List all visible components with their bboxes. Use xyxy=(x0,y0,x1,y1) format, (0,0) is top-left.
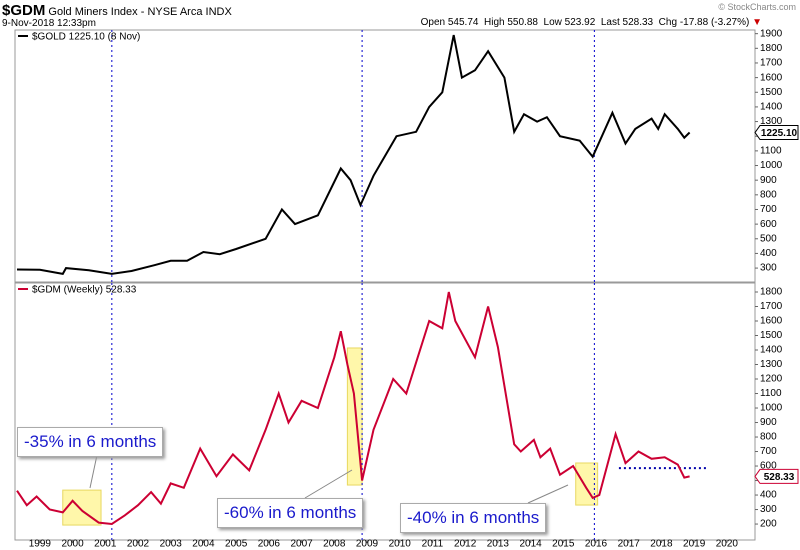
last-value-box xyxy=(754,468,799,484)
price-line xyxy=(16,291,690,526)
x-tick-label: 2013 xyxy=(487,539,510,550)
x-tick-label: 2016 xyxy=(585,539,608,550)
y-tick-label: 1800 xyxy=(760,287,783,298)
y-tick-label: 800 xyxy=(760,189,777,200)
y-tick-label: 1900 xyxy=(760,28,783,39)
y-tick-label: 400 xyxy=(760,490,777,501)
annotation: -35% in 6 months xyxy=(17,427,164,457)
y-tick-label: 600 xyxy=(760,219,777,230)
y-tick-label: 1000 xyxy=(760,403,783,414)
x-tick-label: 2011 xyxy=(422,539,444,550)
x-tick-label: 2001 xyxy=(94,539,117,550)
x-tick-label: 2014 xyxy=(519,539,542,550)
callout-pointer xyxy=(304,469,353,499)
y-tick-label: 1100 xyxy=(760,146,782,157)
y-tick-label: 600 xyxy=(760,461,777,472)
y-tick-label: 1700 xyxy=(760,301,783,312)
y-tick-label: 400 xyxy=(760,248,777,259)
down-arrow: ▼ xyxy=(752,17,762,28)
y-tick-label: 1800 xyxy=(760,43,783,54)
quote-label: Last xyxy=(600,17,620,28)
quote-value: 528.33 xyxy=(622,17,654,28)
quote-label: Low xyxy=(543,17,562,28)
y-tick-label: 700 xyxy=(760,446,777,457)
y-tick-label: 1500 xyxy=(760,330,783,341)
y-tick-label: 700 xyxy=(760,204,777,215)
y-tick-label: 200 xyxy=(760,519,777,530)
quote-value: -17.88 xyxy=(679,17,709,28)
x-tick-label: 2020 xyxy=(716,539,739,550)
y-tick-label: 500 xyxy=(760,233,777,244)
quote-label: High xyxy=(484,17,505,28)
x-tick-label: 2019 xyxy=(683,539,706,550)
y-tick-label: 1000 xyxy=(760,160,783,171)
y-tick-label: 1500 xyxy=(760,87,783,98)
y-tick-label: 1600 xyxy=(760,72,783,83)
x-tick-label: 2015 xyxy=(552,539,575,550)
y-tick-label: 800 xyxy=(760,432,777,443)
y-tick-label: 1300 xyxy=(760,116,783,127)
x-tick-label: 2004 xyxy=(192,539,215,550)
callout-pointer xyxy=(527,484,569,504)
y-tick-label: 1400 xyxy=(760,345,783,356)
last-value-label: 1225.10 xyxy=(761,128,798,139)
panel-frame xyxy=(14,282,756,541)
y-tick-label: 1400 xyxy=(760,102,783,113)
last-value-box xyxy=(754,125,799,141)
quote-value: 523.92 xyxy=(564,17,596,28)
annotation: -60% in 6 months xyxy=(217,498,364,528)
index-name: Gold Miners Index - NYSE Arca INDX xyxy=(48,6,232,18)
symbol: $GDM xyxy=(2,2,46,19)
quote-value: 550.88 xyxy=(507,17,538,28)
x-tick-label: 2018 xyxy=(650,539,673,550)
panel-frame xyxy=(14,29,756,283)
x-tick-label: 2007 xyxy=(290,539,313,550)
legend-label: $GOLD 1225.10 (8 Nov) xyxy=(32,32,140,43)
y-tick-label: 1600 xyxy=(760,316,783,327)
y-tick-label: 300 xyxy=(760,263,777,274)
annotation: -40% in 6 months xyxy=(400,503,547,533)
x-tick-label: 2009 xyxy=(356,539,379,550)
y-tick-label: 1200 xyxy=(760,374,783,385)
callout-pointer xyxy=(89,454,98,489)
x-tick-label: 2017 xyxy=(618,539,641,550)
title: $GDM Gold Miners Index - NYSE Arca INDX xyxy=(2,2,232,19)
y-tick-label: 900 xyxy=(760,417,777,428)
legend-label: $GDM (Weekly) 528.33 xyxy=(32,285,137,296)
date: 9-Nov-2018 12:33pm xyxy=(2,18,96,29)
y-tick-label: 1300 xyxy=(760,359,783,370)
quote: Open 545.74 High 550.88 Low 523.92 Last … xyxy=(421,17,762,28)
quote-value: 545.74 xyxy=(447,17,479,28)
x-tick-label: 2010 xyxy=(389,539,412,550)
quote-label: Open xyxy=(420,17,446,28)
change-pct: (-3.27%) xyxy=(710,17,750,28)
highlight xyxy=(575,462,599,506)
x-tick-label: 2006 xyxy=(258,539,281,550)
y-tick-label: 1100 xyxy=(760,388,782,399)
x-tick-label: 1999 xyxy=(29,539,52,550)
x-tick-label: 2002 xyxy=(127,539,150,550)
last-value-label: 528.33 xyxy=(764,472,795,483)
x-tick-label: 2005 xyxy=(225,539,248,550)
credit: © StockCharts.com xyxy=(718,2,796,12)
x-tick-label: 2008 xyxy=(323,539,346,550)
x-tick-label: 2003 xyxy=(160,539,183,550)
y-tick-label: 1700 xyxy=(760,58,783,69)
y-tick-label: 900 xyxy=(760,175,777,186)
quote-label: Chg xyxy=(658,17,678,28)
x-tick-label: 2000 xyxy=(61,539,84,550)
y-tick-label: 300 xyxy=(760,504,777,515)
price-line xyxy=(16,34,691,276)
x-tick-label: 2012 xyxy=(454,539,477,550)
